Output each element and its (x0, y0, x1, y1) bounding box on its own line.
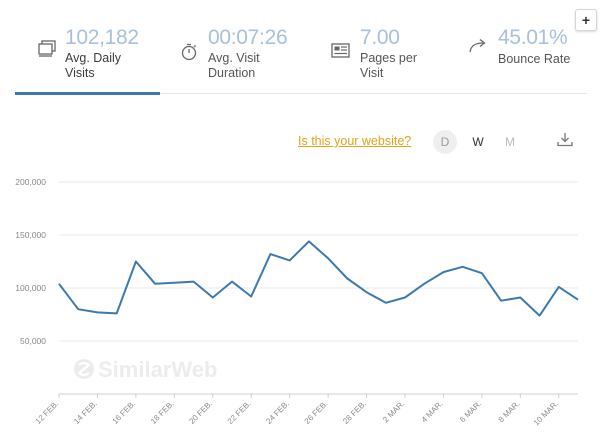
data-point[interactable] (440, 269, 446, 275)
y-tick-label: 150,000 (15, 230, 46, 240)
data-point[interactable] (575, 297, 581, 303)
similarweb-watermark: SimilarWeb (74, 357, 217, 382)
x-tick-label: 2 MAR. (381, 399, 406, 424)
x-tick-label: 26 FEB. (303, 399, 330, 426)
data-point[interactable] (94, 309, 100, 315)
pages-icon (331, 43, 351, 64)
data-point[interactable] (517, 295, 523, 301)
data-point[interactable] (133, 259, 139, 265)
metric-value: 00:07:26 (208, 26, 288, 49)
data-point[interactable] (498, 298, 504, 304)
data-point[interactable] (460, 264, 466, 270)
visits-line-chart: 50,000 100,000 150,000 200,000 SimilarWeb 1… (15, 177, 581, 427)
x-tick-label: 20 FEB. (187, 399, 214, 426)
visits-icon (37, 40, 57, 63)
metric-label: Pages per Visit (360, 51, 417, 80)
data-point[interactable] (267, 251, 273, 257)
data-point[interactable] (75, 306, 81, 312)
metric-value: 7.00 (360, 26, 400, 49)
add-button[interactable]: + (575, 9, 597, 31)
data-point[interactable] (114, 310, 120, 316)
data-point[interactable] (56, 281, 62, 287)
data-point[interactable] (210, 295, 216, 301)
metric-label: Avg. Visit Duration (208, 51, 260, 80)
data-point[interactable] (479, 270, 485, 276)
x-tick-label: 8 MAR. (497, 399, 522, 424)
download-icon[interactable] (555, 131, 575, 149)
metric-avg-visit-duration[interactable]: 00:07:26 Avg. Visit Duration (160, 0, 310, 95)
data-point[interactable] (537, 313, 543, 319)
data-point[interactable] (383, 300, 389, 306)
y-tick-label: 50,000 (20, 336, 46, 346)
data-point[interactable] (171, 280, 177, 286)
metric-label: Avg. Daily Visits (65, 51, 122, 80)
data-point[interactable] (306, 238, 312, 244)
stopwatch-icon (180, 43, 198, 66)
data-point[interactable] (152, 281, 158, 287)
metric-value: 45.01% (498, 26, 568, 49)
active-tab-indicator (15, 92, 160, 95)
x-tick-label: 12 FEB. (34, 399, 61, 426)
period-week-button[interactable]: W (472, 135, 484, 149)
data-point[interactable] (191, 279, 197, 285)
x-tick-label: 24 FEB. (264, 399, 291, 426)
metric-label: Bounce Rate (498, 52, 571, 66)
data-point[interactable] (421, 281, 427, 287)
data-point[interactable] (287, 257, 293, 263)
x-tick-label: 16 FEB. (110, 399, 137, 426)
x-tick-label: 10 MAR. (532, 399, 560, 427)
x-tick-label: 22 FEB. (226, 399, 253, 426)
data-point[interactable] (402, 295, 408, 301)
bounce-arrow-icon (468, 38, 490, 59)
data-point[interactable] (364, 289, 370, 295)
period-day-button[interactable]: D (433, 130, 457, 154)
metric-avg-daily-visits[interactable]: 102,182 Avg. Daily Visits (15, 0, 160, 95)
y-tick-label: 200,000 (15, 177, 46, 187)
metrics-bar: 102,182 Avg. Daily Visits 00:07:26 Avg. … (15, 0, 587, 95)
metrics-divider (15, 93, 587, 94)
metric-pages-per-visit[interactable]: 7.00 Pages per Visit (310, 0, 450, 95)
is-this-your-website-link[interactable]: Is this your website? (298, 134, 412, 148)
x-tick-label: 28 FEB. (341, 399, 368, 426)
y-tick-label: 100,000 (15, 283, 46, 293)
x-tick-label: 4 MAR. (420, 399, 445, 424)
x-tick-label: 18 FEB. (149, 399, 176, 426)
x-tick-label: 6 MAR. (458, 399, 483, 424)
series-line (58, 240, 579, 317)
data-point[interactable] (556, 284, 562, 290)
period-month-button[interactable]: M (505, 135, 515, 149)
data-point[interactable] (344, 275, 350, 281)
watermark-text: SimilarWeb (98, 357, 217, 382)
data-point[interactable] (229, 279, 235, 285)
metric-bounce-rate[interactable]: 45.01% Bounce Rate (450, 0, 587, 95)
x-tick-label: 14 FEB. (72, 399, 99, 426)
data-point[interactable] (325, 255, 331, 261)
data-point[interactable] (248, 293, 254, 299)
metric-value: 102,182 (65, 26, 139, 49)
